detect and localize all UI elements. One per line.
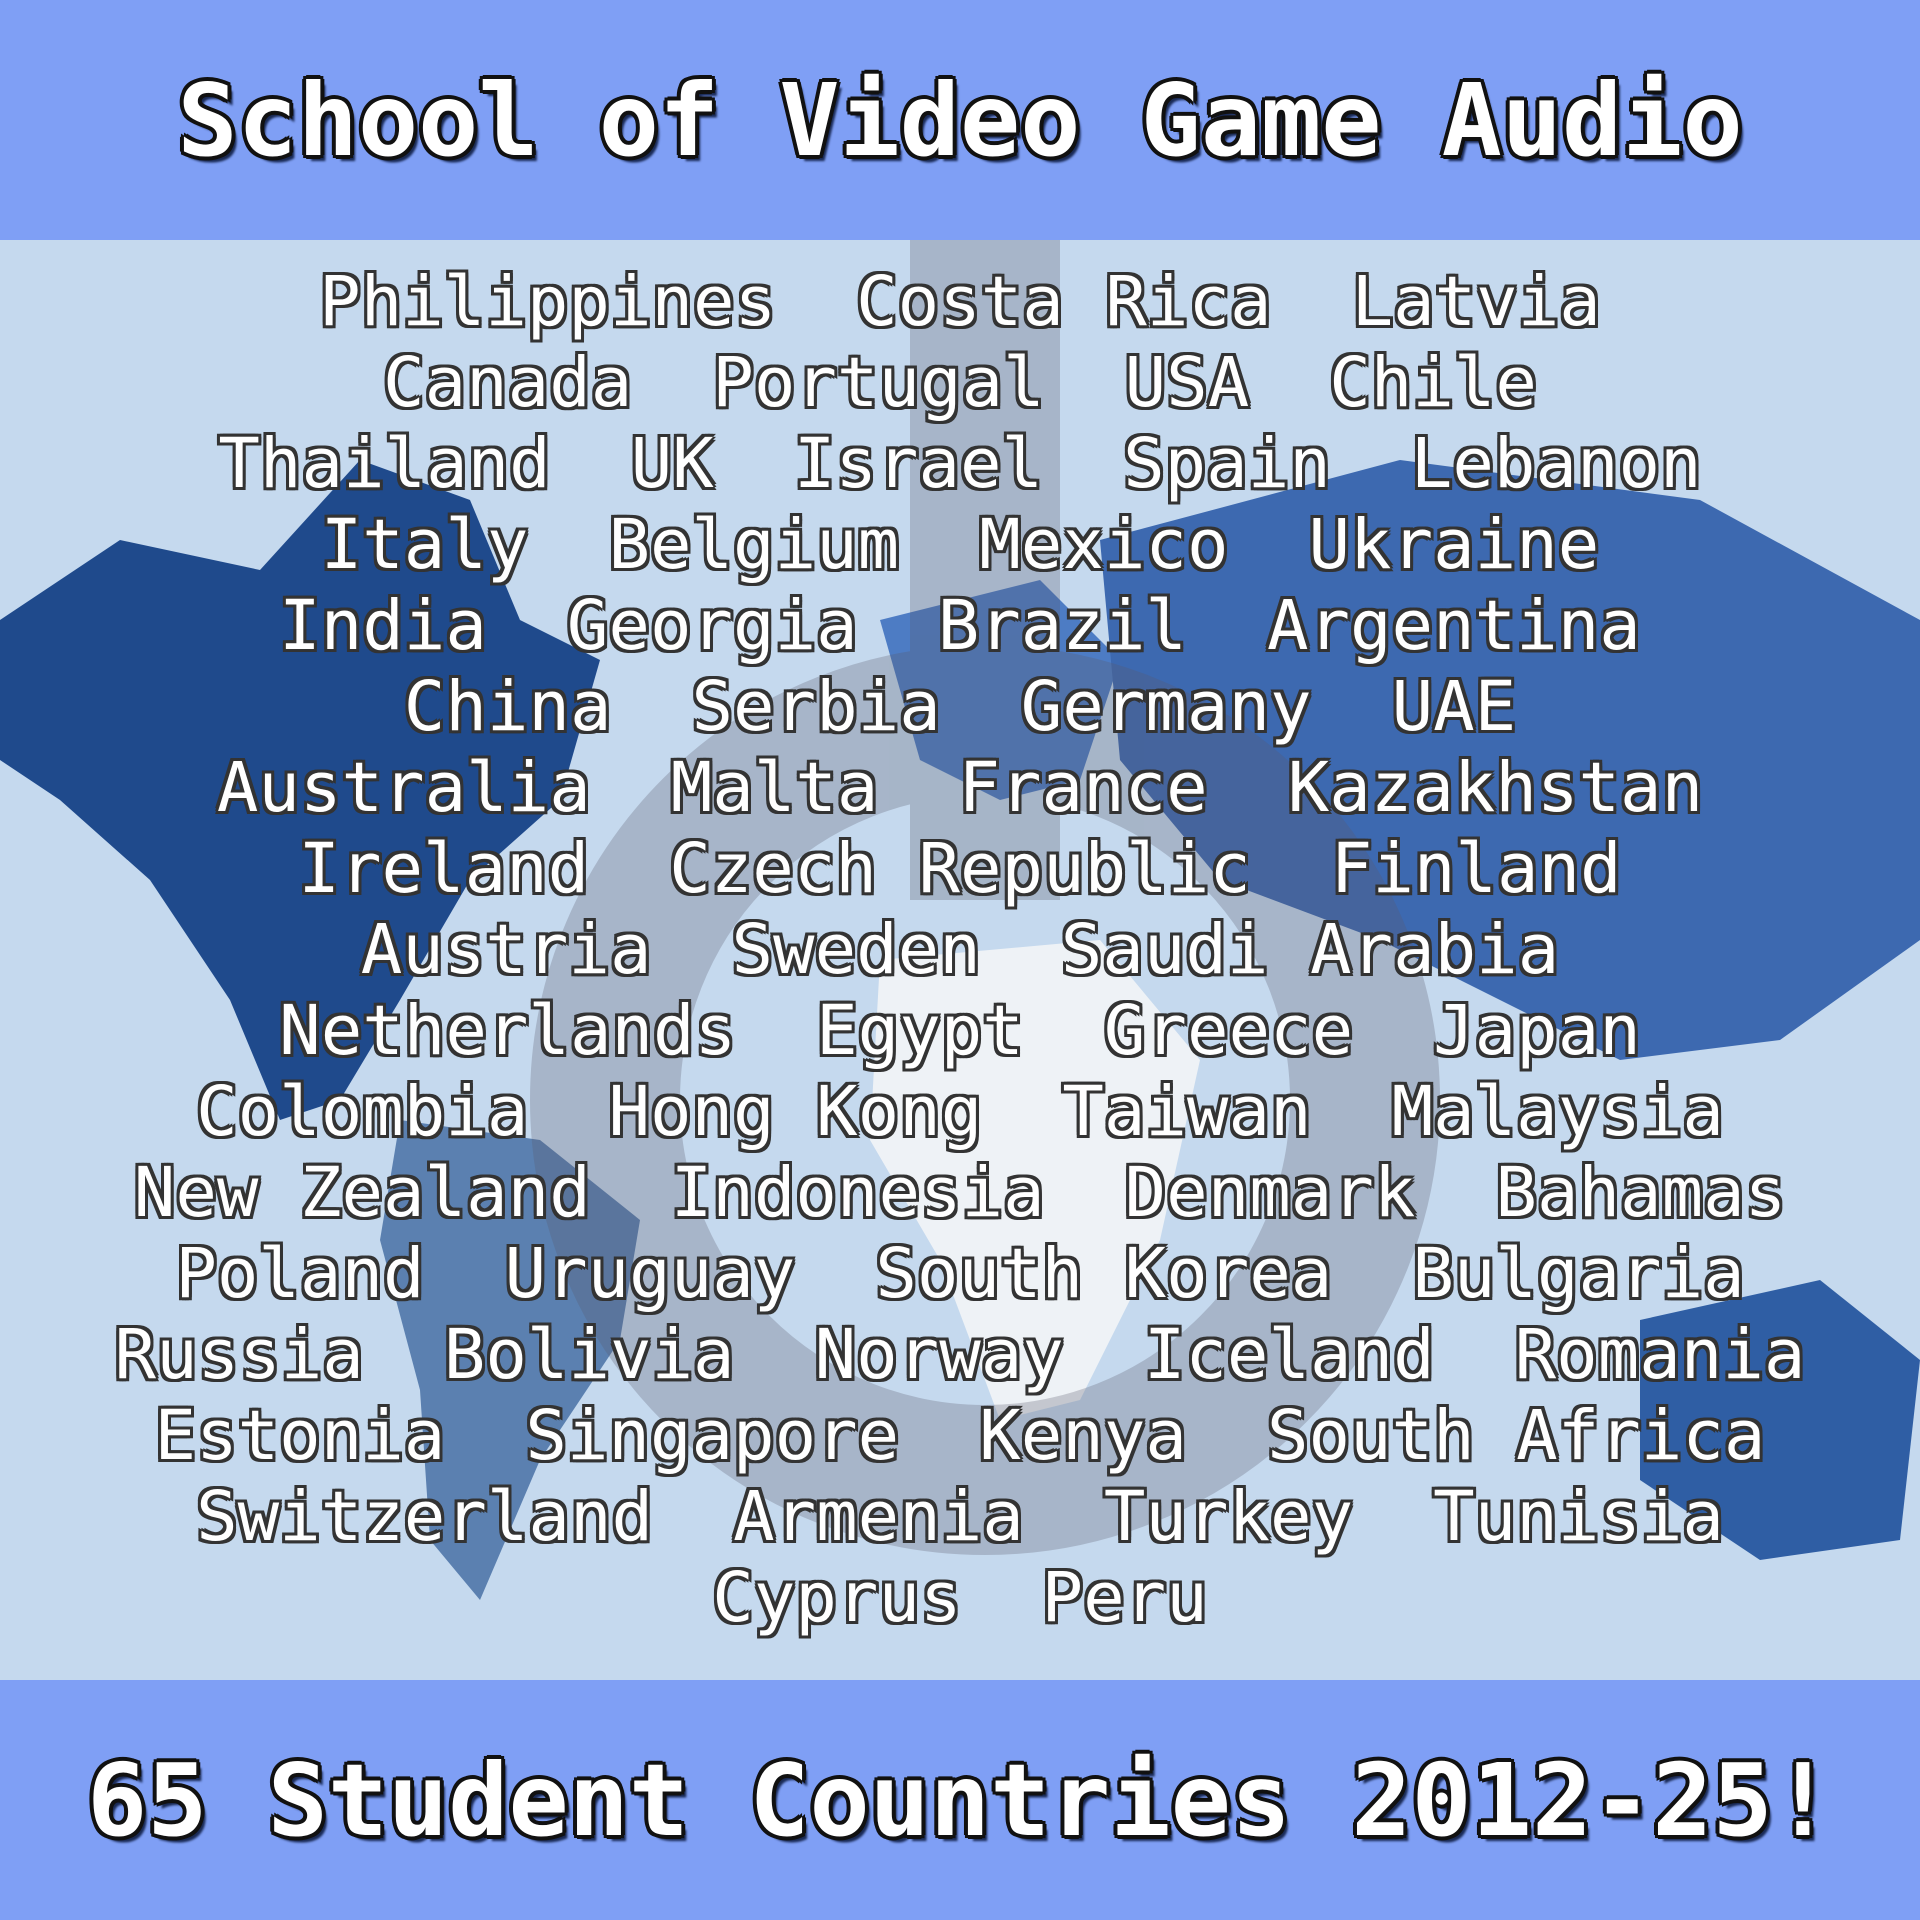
country-name: New Zealand [133,1153,591,1233]
country-name: Thailand [218,424,551,504]
country-name: Italy [320,505,529,585]
country-name: USA [1124,343,1250,423]
country-row: Colombia Hong Kong Taiwan Malaysia [0,1072,1920,1153]
country-row: Thailand UK Israel Spain Lebanon [0,424,1920,505]
north-america-shape [0,460,600,1120]
country-row: Russia Bolivia Norway Iceland Romania [0,1315,1920,1396]
country-name: Argentina [1266,586,1641,666]
country-name: Colombia [196,1072,529,1152]
country-name: Greece [1103,991,1354,1071]
country-name: Indonesia [670,1153,1045,1233]
country-name: South Korea [875,1234,1333,1314]
country-name: Turkey [1103,1477,1354,1557]
header-band: School of Video Game Audio [0,0,1920,240]
country-name: Peru [1041,1558,1208,1638]
country-name: Russia [114,1315,364,1395]
country-name: Australia [216,748,591,828]
country-name: Austria [360,910,652,990]
country-name: South Africa [1266,1396,1766,1476]
country-name: France [958,748,1208,828]
country-row: Italy Belgium Mexico Ukraine [0,505,1920,586]
country-name: Latvia [1351,262,1601,342]
country-name: Iceland [1143,1315,1435,1395]
country-name: Canada [383,343,633,423]
page-title: School of Video Game Audio [177,61,1743,179]
country-name: Switzerland [196,1477,654,1557]
country-name: Brazil [937,586,1187,666]
country-name: Denmark [1124,1153,1416,1233]
country-name: Romania [1514,1315,1806,1395]
australia-shape [1640,1280,1920,1560]
country-name: Portugal [712,343,1045,423]
country-name: Netherlands [279,991,737,1071]
country-name: Finland [1330,829,1622,909]
country-name: Germany [1020,667,1312,747]
country-name: Poland [175,1234,425,1314]
country-name: Egypt [816,991,1024,1071]
country-name: Taiwan [1062,1072,1312,1152]
country-name: Malta [670,748,879,828]
country-row: Netherlands Egypt Greece Japan [0,991,1920,1072]
footer-tagline: 65 Student Countries 2012-25! [87,1741,1833,1859]
watermark-logo-icon [530,240,1440,1555]
country-name: Georgia [566,586,858,666]
country-row: China Serbia Germany UAE [0,667,1920,748]
country-row: Ireland Czech Republic Finland [0,829,1920,910]
country-row: New Zealand Indonesia Denmark Bahamas [0,1153,1920,1234]
country-name: Tunisia [1433,1477,1724,1557]
country-list: Philippines Costa Rica Latvia Canada Portuga… [0,262,1920,1639]
country-row: Poland Uruguay South Korea Bulgaria [0,1234,1920,1315]
country-name: Cyprus [712,1558,962,1638]
country-row: Canada Portugal USA Chile [0,343,1920,424]
country-name: Hong Kong [608,1072,983,1152]
country-name: Philippines [319,262,777,342]
country-name: Bolivia [443,1315,735,1395]
country-row: Estonia Singapore Kenya South Africa [0,1396,1920,1477]
asia-shape [1100,460,1920,1060]
footer-band: 65 Student Countries 2012-25! [0,1680,1920,1920]
country-name: UAE [1391,667,1517,747]
country-name: Estonia [154,1396,446,1476]
country-name: China [403,667,612,747]
country-name: Malaysia [1391,1072,1724,1152]
country-name: Ukraine [1308,505,1600,585]
country-name: Uruguay [504,1234,796,1314]
country-name: Ireland [298,829,590,909]
country-name: Costa Rica [856,262,1272,342]
country-name: Israel [793,424,1044,504]
country-row: Cyprus Peru [0,1558,1920,1639]
country-name: Bahamas [1495,1153,1787,1233]
country-name: Japan [1433,991,1641,1071]
south-america-shape [380,1120,640,1600]
country-name: Armenia [733,1477,1024,1557]
country-row: India Georgia Brazil Argentina [0,586,1920,667]
europe-africa-shape [870,580,1200,1420]
country-name: Lebanon [1410,424,1702,504]
country-name: Czech Republic [669,829,1251,909]
country-name: Saudi Arabia [1060,910,1560,990]
world-map-background [0,240,1920,1600]
country-name: Serbia [691,667,941,747]
country-row: Switzerland Armenia Turkey Tunisia [0,1477,1920,1558]
country-name: Belgium [608,505,900,585]
country-name: Kenya [979,1396,1187,1476]
country-name: Bulgaria [1412,1234,1745,1314]
country-name: Norway [814,1315,1064,1395]
country-name: Mexico [979,505,1229,585]
country-name: Kazakhstan [1287,748,1704,828]
country-name: UK [630,424,714,504]
country-row: Australia Malta France Kazakhstan [0,748,1920,829]
country-row: Austria Sweden Saudi Arabia [0,910,1920,991]
country-name: Spain [1123,424,1331,504]
country-row: Philippines Costa Rica Latvia [0,262,1920,343]
country-name: Singapore [525,1396,900,1476]
country-name: Sweden [731,910,981,990]
country-name: India [279,586,487,666]
country-name: Chile [1329,343,1537,423]
